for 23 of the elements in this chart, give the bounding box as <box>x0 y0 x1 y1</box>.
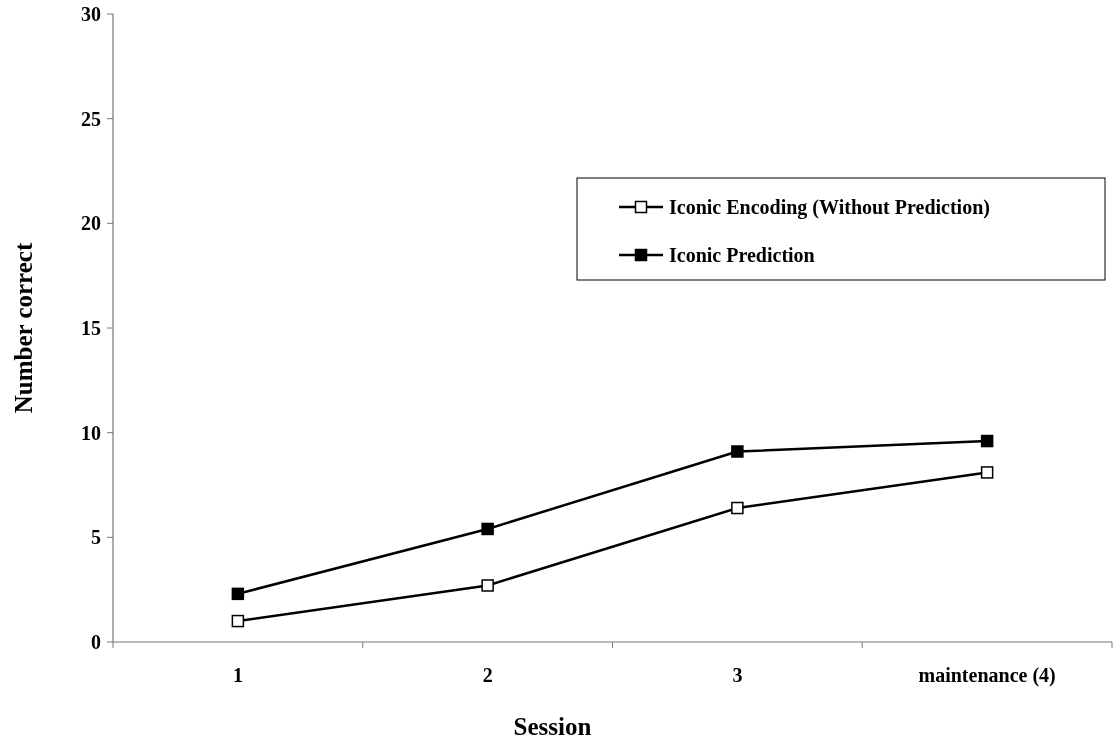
legend-label: Iconic Encoding (Without Prediction) <box>669 196 990 219</box>
x-axis-title: Session <box>513 713 592 740</box>
y-tick-label: 15 <box>81 317 101 339</box>
point <box>980 466 994 479</box>
x-tick-label: 1 <box>232 664 243 686</box>
y-tick-label: 10 <box>81 421 101 444</box>
point <box>980 434 994 448</box>
point <box>231 587 245 601</box>
y-tick-label: 25 <box>81 107 101 130</box>
x-tick-label: 3 <box>732 664 743 686</box>
y-tick-label: 30 <box>81 3 101 25</box>
point <box>481 579 494 592</box>
y-axis-title: Number correct <box>10 242 37 414</box>
x-tick-label: 2 <box>482 664 493 686</box>
point <box>481 522 494 536</box>
legend-label: Iconic Prediction <box>669 244 815 266</box>
point <box>731 501 744 515</box>
y-tick-label: 5 <box>91 526 101 549</box>
y-tick-label: 20 <box>81 212 101 235</box>
point <box>731 445 744 458</box>
point <box>231 614 245 628</box>
x-tick-label: maintenance (4) <box>918 664 1056 687</box>
y-tick-label: 0 <box>91 631 101 653</box>
